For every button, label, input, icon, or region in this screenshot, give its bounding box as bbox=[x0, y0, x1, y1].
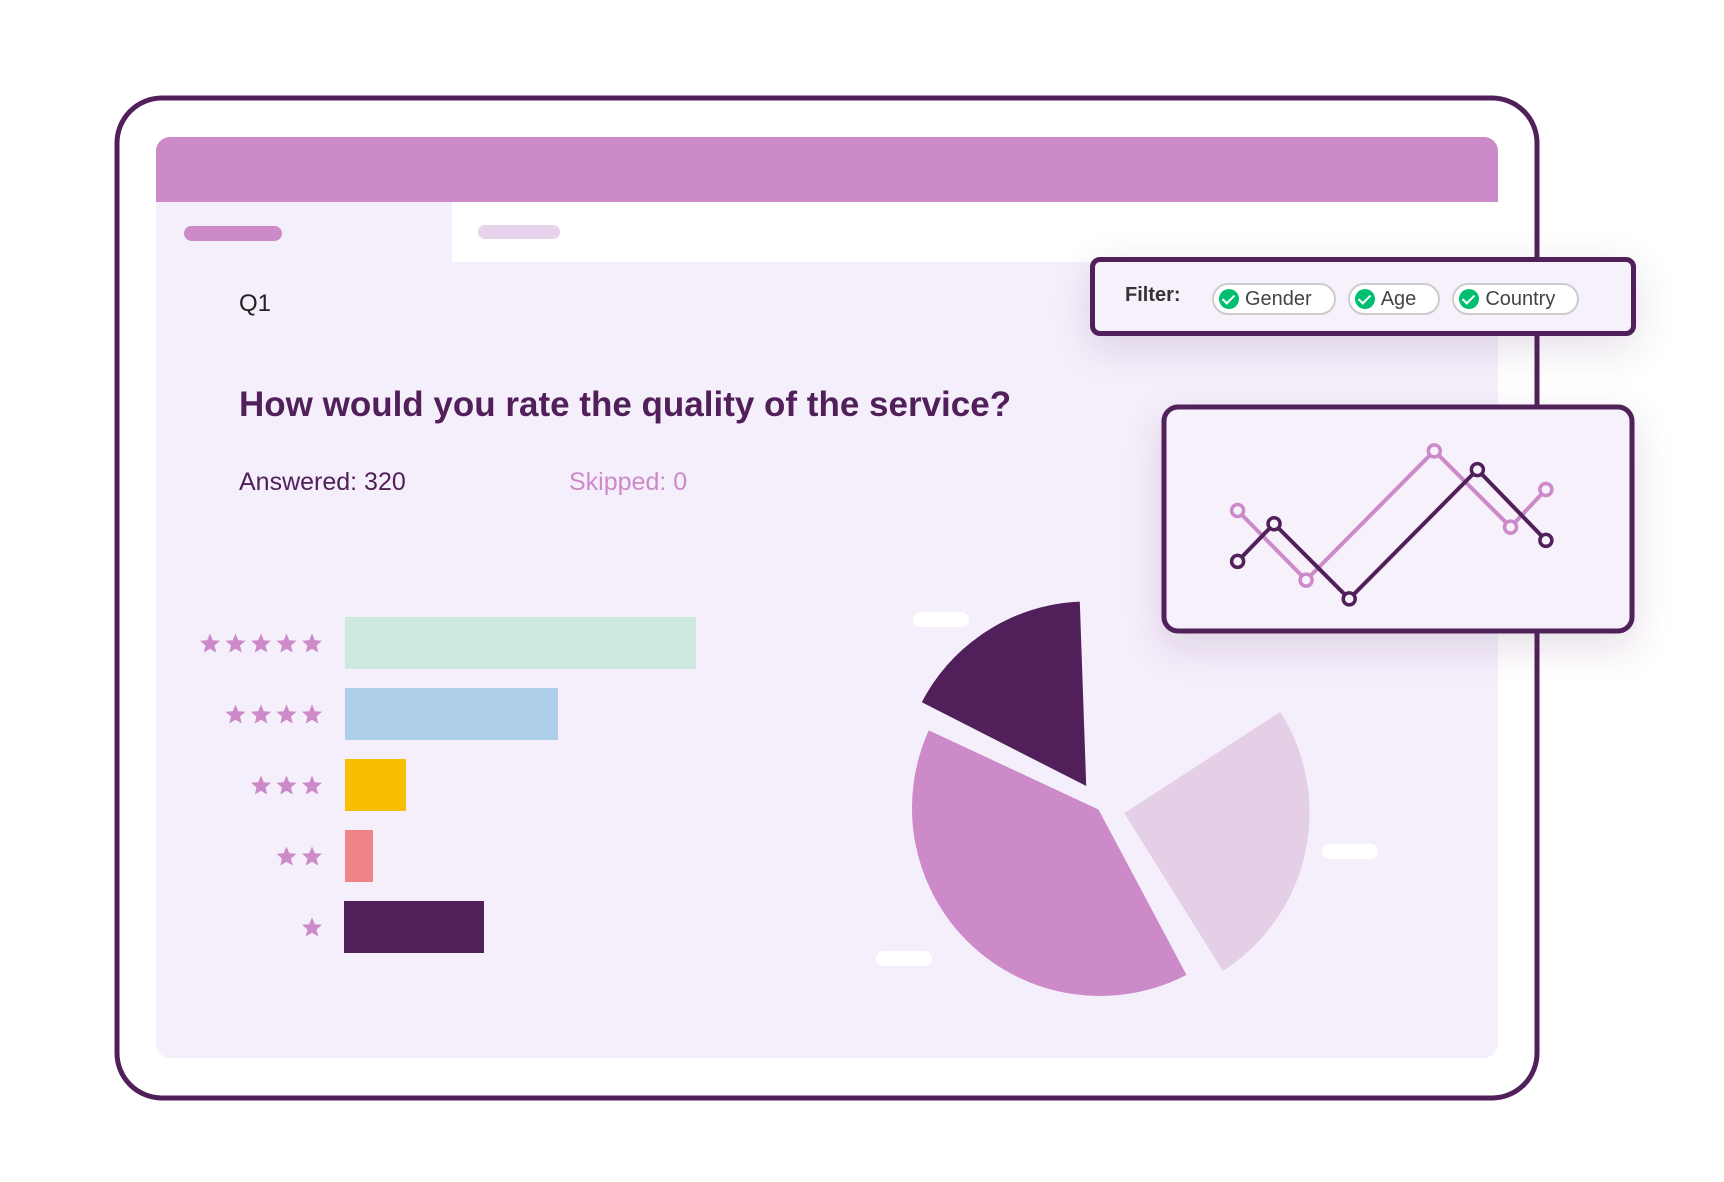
trend-point bbox=[1469, 461, 1486, 478]
star bbox=[225, 704, 246, 724]
chip-label: Age bbox=[1380, 287, 1417, 310]
check-icon bbox=[1459, 289, 1480, 309]
trend-point bbox=[1538, 532, 1554, 549]
star bbox=[251, 775, 271, 795]
pie-slice bbox=[917, 597, 1091, 792]
star bbox=[276, 846, 297, 866]
decoration bbox=[876, 951, 932, 966]
star bbox=[200, 633, 220, 653]
trend-point bbox=[1298, 572, 1314, 588]
star bbox=[302, 846, 322, 866]
trend-point bbox=[1229, 502, 1246, 519]
star bbox=[251, 704, 271, 724]
header-bar bbox=[156, 137, 1498, 202]
chip-label: Gender bbox=[1245, 287, 1312, 310]
trend-point bbox=[1502, 519, 1519, 535]
filter-chip[interactable]: Gender bbox=[1212, 283, 1336, 315]
answered-count: Answered: 320 bbox=[239, 468, 406, 496]
trend-point bbox=[1538, 481, 1554, 498]
star bbox=[302, 775, 322, 795]
skipped-count: Skipped: 0 bbox=[569, 468, 688, 496]
star bbox=[276, 704, 297, 724]
chip-label: Country bbox=[1485, 287, 1556, 310]
star bbox=[225, 633, 246, 653]
tab-inactive bbox=[452, 202, 1498, 262]
bar bbox=[345, 759, 406, 811]
check-icon bbox=[1354, 289, 1375, 309]
filter-label: Filter: bbox=[1125, 284, 1181, 306]
rating-bars bbox=[344, 617, 696, 953]
trend-point bbox=[1266, 516, 1282, 532]
bar bbox=[344, 901, 484, 953]
star bbox=[276, 633, 297, 653]
tab-indicator bbox=[184, 226, 282, 241]
trend-point bbox=[1229, 553, 1246, 570]
filter-chip[interactable]: Country bbox=[1452, 283, 1580, 315]
bar bbox=[345, 617, 696, 669]
line-card bbox=[1161, 404, 1635, 634]
trend-point bbox=[1426, 443, 1443, 459]
trend-point bbox=[1341, 591, 1357, 607]
star bbox=[276, 775, 297, 795]
bar bbox=[345, 688, 558, 740]
pie-illustration bbox=[908, 597, 1314, 1000]
star-icons bbox=[200, 633, 322, 937]
filter-chips: Gender Age Country bbox=[1212, 283, 1580, 315]
filter-card: Filter: Gender Age Country bbox=[1090, 257, 1636, 336]
pie-slice bbox=[908, 725, 1192, 1000]
star bbox=[302, 917, 322, 937]
line-illustration bbox=[1229, 443, 1554, 607]
star bbox=[302, 704, 322, 724]
decoration bbox=[913, 612, 969, 627]
star bbox=[302, 633, 322, 653]
tab-indicator bbox=[478, 225, 560, 239]
bar bbox=[345, 830, 373, 882]
star bbox=[251, 633, 271, 653]
check-icon bbox=[1219, 289, 1239, 309]
decoration bbox=[1322, 844, 1378, 859]
question-text: How would you rate the quality of the se… bbox=[239, 385, 1012, 424]
pie-slice bbox=[1119, 707, 1314, 976]
filter-chip[interactable]: Age bbox=[1347, 283, 1441, 315]
question-number: Q1 bbox=[239, 290, 272, 317]
